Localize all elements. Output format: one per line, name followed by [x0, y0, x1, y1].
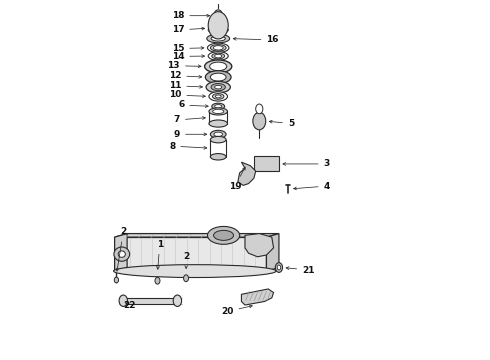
- Text: 3: 3: [283, 159, 330, 168]
- Ellipse shape: [209, 92, 227, 101]
- Text: 15: 15: [172, 44, 204, 53]
- Text: 11: 11: [169, 81, 202, 90]
- Ellipse shape: [209, 108, 227, 115]
- Ellipse shape: [208, 52, 228, 60]
- Text: 19: 19: [229, 167, 245, 190]
- Text: 7: 7: [173, 116, 205, 125]
- Text: 18: 18: [172, 11, 210, 20]
- Polygon shape: [115, 234, 127, 271]
- Text: 2: 2: [183, 252, 190, 269]
- Text: 17: 17: [172, 26, 205, 35]
- Text: 13: 13: [168, 61, 201, 70]
- Text: 10: 10: [169, 90, 205, 99]
- Ellipse shape: [173, 295, 182, 306]
- Ellipse shape: [114, 265, 276, 278]
- Ellipse shape: [209, 120, 227, 127]
- Ellipse shape: [256, 104, 263, 114]
- Ellipse shape: [119, 295, 127, 306]
- Polygon shape: [267, 234, 279, 271]
- Text: 6: 6: [178, 100, 208, 109]
- Bar: [253, 157, 279, 171]
- Ellipse shape: [210, 73, 226, 81]
- Text: 9: 9: [173, 130, 207, 139]
- Text: 20: 20: [221, 305, 252, 316]
- Text: 1: 1: [157, 240, 163, 269]
- Ellipse shape: [215, 105, 222, 108]
- Text: 22: 22: [123, 301, 136, 310]
- Ellipse shape: [210, 136, 226, 143]
- Ellipse shape: [114, 277, 119, 283]
- Polygon shape: [115, 234, 279, 237]
- Ellipse shape: [207, 43, 229, 53]
- Ellipse shape: [205, 71, 231, 84]
- Ellipse shape: [210, 130, 226, 138]
- Ellipse shape: [213, 94, 224, 99]
- Ellipse shape: [216, 13, 220, 19]
- Polygon shape: [245, 234, 273, 257]
- Polygon shape: [242, 289, 273, 305]
- Ellipse shape: [184, 275, 189, 282]
- Ellipse shape: [211, 36, 225, 41]
- Ellipse shape: [214, 132, 222, 136]
- Ellipse shape: [114, 247, 130, 261]
- Ellipse shape: [215, 85, 222, 89]
- Text: 14: 14: [172, 52, 204, 61]
- Ellipse shape: [215, 54, 222, 58]
- Ellipse shape: [214, 10, 222, 22]
- Ellipse shape: [118, 251, 125, 257]
- Ellipse shape: [214, 230, 234, 240]
- Ellipse shape: [215, 95, 221, 98]
- Ellipse shape: [206, 81, 230, 93]
- Text: 12: 12: [169, 71, 202, 80]
- Polygon shape: [115, 237, 267, 271]
- Ellipse shape: [210, 62, 227, 71]
- Text: 16: 16: [233, 36, 279, 45]
- Ellipse shape: [212, 103, 224, 110]
- Ellipse shape: [210, 154, 226, 160]
- Ellipse shape: [277, 265, 281, 270]
- Ellipse shape: [210, 45, 226, 51]
- Ellipse shape: [275, 263, 283, 273]
- Ellipse shape: [207, 226, 240, 244]
- Text: 2: 2: [116, 227, 126, 271]
- Ellipse shape: [205, 60, 232, 73]
- Ellipse shape: [253, 112, 266, 130]
- Ellipse shape: [213, 46, 223, 50]
- Ellipse shape: [208, 12, 228, 39]
- Text: 21: 21: [286, 266, 315, 275]
- Ellipse shape: [207, 34, 230, 43]
- Ellipse shape: [155, 277, 160, 284]
- Text: 8: 8: [169, 141, 207, 150]
- Ellipse shape: [208, 26, 228, 33]
- Ellipse shape: [213, 109, 224, 113]
- Text: 4: 4: [294, 181, 330, 190]
- Ellipse shape: [211, 84, 225, 91]
- Polygon shape: [238, 162, 256, 185]
- Ellipse shape: [212, 53, 224, 59]
- Bar: [123, 298, 177, 303]
- Text: 5: 5: [270, 119, 294, 128]
